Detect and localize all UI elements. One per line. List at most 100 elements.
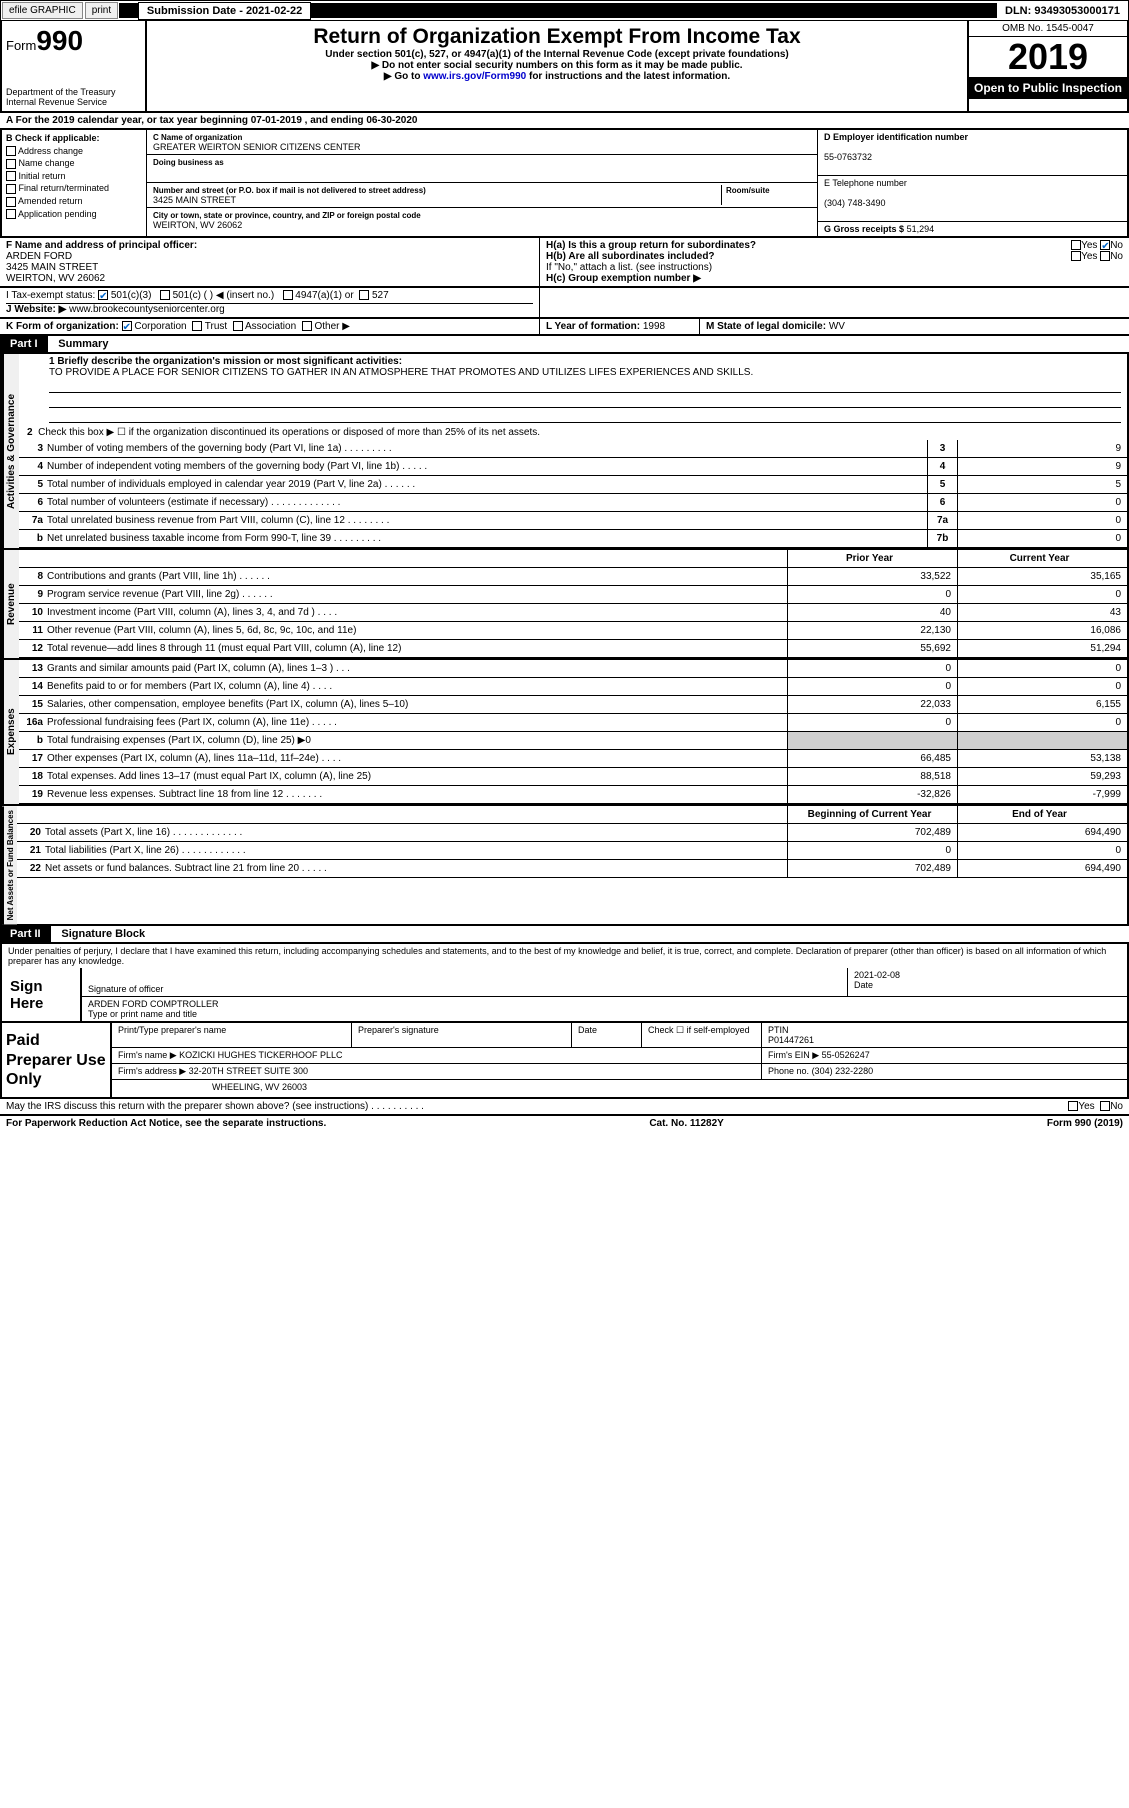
firm-addr1: Firm's address ▶ 32-20TH STREET SUITE 30… — [112, 1064, 762, 1079]
row-txt: Other revenue (Part VIII, column (A), li… — [47, 624, 787, 637]
prep-label: Paid Preparer Use Only — [2, 1023, 112, 1097]
row-klm: K Form of organization: Corporation Trus… — [0, 319, 1129, 336]
prep-c3: Date — [572, 1023, 642, 1047]
row-m: M State of legal domicile: WV — [700, 319, 1129, 334]
line-a: A For the 2019 calendar year, or tax yea… — [0, 113, 1129, 130]
j-lbl: J Website: ▶ — [6, 304, 66, 315]
hb: H(b) Are all subordinates included? Yes … — [546, 251, 1123, 262]
efile-label: efile GRAPHIC — [2, 2, 83, 19]
discuss-row: May the IRS discuss this return with the… — [0, 1099, 1129, 1116]
declaration: Under penalties of perjury, I declare th… — [0, 944, 1129, 968]
form-prefix: Form — [6, 38, 36, 53]
cb-discuss-yes[interactable] — [1068, 1101, 1078, 1111]
row-txt: Net unrelated business taxable income fr… — [47, 532, 927, 545]
data-row: 14 Benefits paid to or for members (Part… — [19, 678, 1127, 696]
col-b-title: B Check if applicable: — [6, 133, 100, 143]
footer-left: For Paperwork Reduction Act Notice, see … — [6, 1118, 326, 1129]
rev-hdr-txt — [47, 558, 787, 560]
row-num: 6 — [19, 497, 47, 508]
col-b: B Check if applicable: Address change Na… — [2, 130, 147, 236]
dept-treasury: Department of the Treasury Internal Reve… — [6, 87, 141, 107]
hb-yes: Yes — [1081, 251, 1097, 262]
form-title: Return of Organization Exempt From Incom… — [151, 25, 963, 49]
cb-initial[interactable] — [6, 171, 16, 181]
cb-4947[interactable] — [283, 290, 293, 300]
row-py: 66,485 — [787, 750, 957, 767]
lbl-final: Final return/terminated — [19, 183, 110, 193]
row-val: 9 — [957, 458, 1127, 475]
hb-no: No — [1110, 251, 1123, 262]
row-cy: 6,155 — [957, 696, 1127, 713]
row-cy: 35,165 — [957, 568, 1127, 585]
cb-discuss-no[interactable] — [1100, 1101, 1110, 1111]
revenue-section: Revenue Prior Year Current Year 8 Contri… — [0, 550, 1129, 660]
row-txt: Investment income (Part VIII, column (A)… — [47, 606, 787, 619]
governance-body: 1 Briefly describe the organization's mi… — [19, 354, 1127, 548]
col-c: C Name of organization GREATER WEIRTON S… — [147, 130, 817, 236]
form-header: Form990 Department of the Treasury Inter… — [0, 21, 1129, 113]
row-box: 7b — [927, 530, 957, 547]
cb-other[interactable] — [302, 321, 312, 331]
row-num: 9 — [19, 589, 47, 600]
cb-trust[interactable] — [192, 321, 202, 331]
rev-hdr: Prior Year Current Year — [19, 550, 1127, 568]
omb-number: OMB No. 1545-0047 — [969, 21, 1127, 37]
row-cy: 0 — [957, 678, 1127, 695]
cb-name[interactable] — [6, 159, 16, 169]
i-o1: 501(c)(3) — [111, 290, 152, 301]
line2-txt: Check this box ▶ ☐ if the organization d… — [38, 427, 540, 438]
row-box: 4 — [927, 458, 957, 475]
sig-name-val: ARDEN FORD COMPTROLLER — [88, 999, 1121, 1009]
tel-lbl: E Telephone number — [824, 178, 907, 188]
cb-final[interactable] — [6, 184, 16, 194]
cb-corp[interactable] — [122, 321, 132, 331]
row-py: 22,033 — [787, 696, 957, 713]
tax-year: 2019 — [969, 37, 1127, 77]
row-py: 40 — [787, 604, 957, 621]
data-row: b Total fundraising expenses (Part IX, c… — [19, 732, 1127, 750]
line2: 2 Check this box ▶ ☐ if the organization… — [19, 425, 1127, 440]
phone-lbl: Phone no. — [768, 1066, 809, 1076]
sig-lbl: Signature of officer — [88, 984, 163, 994]
cb-527[interactable] — [359, 290, 369, 300]
sig-officer: Signature of officer — [82, 968, 847, 997]
f-addr1: 3425 MAIN STREET — [6, 262, 98, 273]
prep-c5: PTIN P01447261 — [762, 1023, 1127, 1047]
print-button[interactable]: print — [85, 2, 118, 19]
cb-assoc[interactable] — [233, 321, 243, 331]
row-f: F Name and address of principal officer:… — [0, 238, 540, 286]
row-py: 0 — [787, 714, 957, 731]
cb-501c3[interactable] — [98, 290, 108, 300]
f-lbl: F Name and address of principal officer: — [6, 240, 197, 251]
cb-address[interactable] — [6, 146, 16, 156]
cb-hb-yes[interactable] — [1071, 251, 1081, 261]
cb-501c[interactable] — [160, 290, 170, 300]
cb-hb-no[interactable] — [1100, 251, 1110, 261]
cb-amended[interactable] — [6, 197, 16, 207]
f-name: ARDEN FORD — [6, 251, 72, 262]
submission-date-bg — [119, 3, 138, 18]
room-lbl: Room/suite — [726, 186, 770, 195]
row-txt: Benefits paid to or for members (Part IX… — [47, 680, 787, 693]
data-row: 19 Revenue less expenses. Subtract line … — [19, 786, 1127, 804]
row-cy: 0 — [957, 586, 1127, 603]
hc-lbl: H(c) Group exemption number ▶ — [546, 273, 701, 284]
row-num: 14 — [19, 681, 47, 692]
row-ij: I Tax-exempt status: 501(c)(3) 501(c) ( … — [0, 288, 1129, 319]
row-txt: Salaries, other compensation, employee b… — [47, 698, 787, 711]
row-py: 0 — [787, 586, 957, 603]
cb-pending[interactable] — [6, 209, 16, 219]
row-py: 33,522 — [787, 568, 957, 585]
row-box: 6 — [927, 494, 957, 511]
tel-row: E Telephone number (304) 748-3490 — [818, 176, 1127, 222]
irs-link[interactable]: www.irs.gov/Form990 — [423, 71, 526, 82]
data-row: 15 Salaries, other compensation, employe… — [19, 696, 1127, 714]
row-num: 19 — [19, 789, 47, 800]
part2-title: Signature Block — [53, 926, 153, 942]
cb-ha-no[interactable] — [1100, 240, 1110, 250]
hb-lbl: H(b) Are all subordinates included? — [546, 251, 715, 262]
hdr-current: Current Year — [957, 550, 1127, 567]
cb-ha-yes[interactable] — [1071, 240, 1081, 250]
open-inspection: Open to Public Inspection — [969, 77, 1127, 99]
lbl-pending: Application pending — [18, 209, 97, 219]
